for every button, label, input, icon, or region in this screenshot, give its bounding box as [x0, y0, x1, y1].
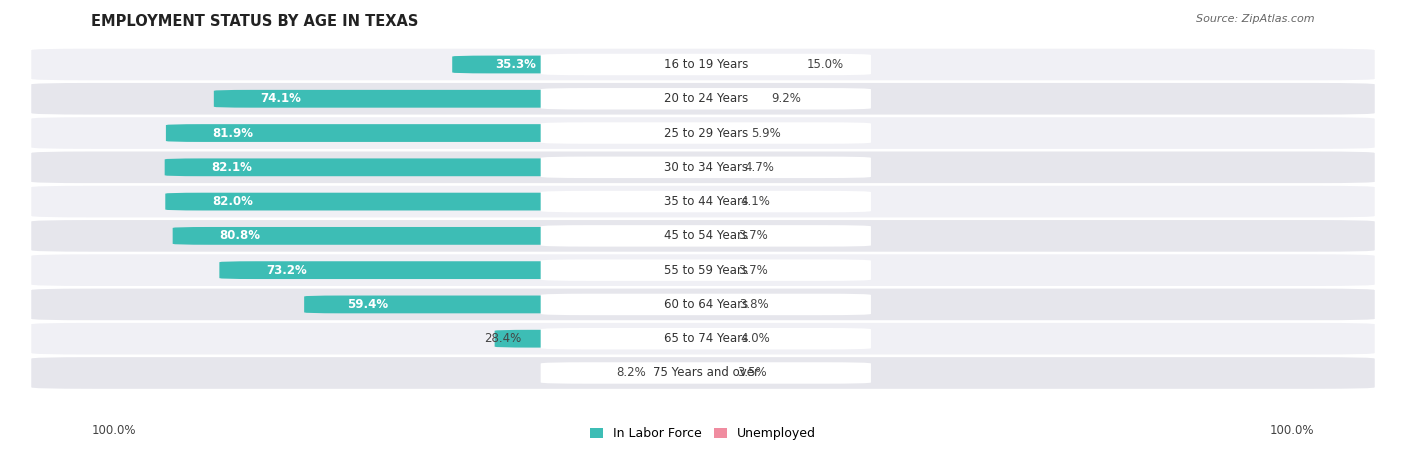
FancyBboxPatch shape — [669, 227, 765, 245]
FancyBboxPatch shape — [219, 261, 742, 279]
Text: 59.4%: 59.4% — [347, 298, 388, 311]
Text: Source: ZipAtlas.com: Source: ZipAtlas.com — [1197, 14, 1315, 23]
Text: 4.1%: 4.1% — [741, 195, 770, 208]
Text: 82.1%: 82.1% — [211, 161, 252, 174]
Text: 35.3%: 35.3% — [495, 58, 536, 71]
Text: 100.0%: 100.0% — [91, 424, 136, 437]
Text: 73.2%: 73.2% — [266, 264, 307, 276]
FancyBboxPatch shape — [31, 322, 1376, 355]
Text: 30 to 34 Years: 30 to 34 Years — [664, 161, 748, 174]
FancyBboxPatch shape — [541, 191, 870, 212]
Text: 82.0%: 82.0% — [212, 195, 253, 208]
Text: 4.0%: 4.0% — [740, 332, 769, 345]
FancyBboxPatch shape — [541, 122, 870, 144]
FancyBboxPatch shape — [31, 253, 1376, 287]
FancyBboxPatch shape — [173, 227, 742, 245]
Text: 4.7%: 4.7% — [744, 161, 775, 174]
FancyBboxPatch shape — [541, 225, 870, 247]
Text: EMPLOYMENT STATUS BY AGE IN TEXAS: EMPLOYMENT STATUS BY AGE IN TEXAS — [91, 14, 419, 28]
Text: 65 to 74 Years: 65 to 74 Years — [664, 332, 748, 345]
Text: 3.7%: 3.7% — [738, 264, 768, 276]
Text: 25 to 29 Years: 25 to 29 Years — [664, 127, 748, 139]
FancyBboxPatch shape — [669, 193, 768, 211]
FancyBboxPatch shape — [31, 356, 1376, 390]
Text: 28.4%: 28.4% — [484, 332, 522, 345]
Text: 3.5%: 3.5% — [737, 367, 766, 379]
FancyBboxPatch shape — [541, 156, 870, 178]
FancyBboxPatch shape — [669, 295, 766, 313]
Text: 16 to 19 Years: 16 to 19 Years — [664, 58, 748, 71]
FancyBboxPatch shape — [541, 294, 870, 315]
FancyBboxPatch shape — [541, 88, 870, 110]
FancyBboxPatch shape — [214, 90, 742, 108]
FancyBboxPatch shape — [165, 158, 742, 176]
FancyBboxPatch shape — [31, 82, 1376, 115]
Text: 55 to 59 Years: 55 to 59 Years — [664, 264, 748, 276]
Legend: In Labor Force, Unemployed: In Labor Force, Unemployed — [591, 427, 815, 440]
Text: 15.0%: 15.0% — [807, 58, 844, 71]
Text: 35 to 44 Years: 35 to 44 Years — [664, 195, 748, 208]
FancyBboxPatch shape — [669, 124, 779, 142]
FancyBboxPatch shape — [541, 362, 870, 384]
Text: 100.0%: 100.0% — [1270, 424, 1315, 437]
Text: 8.2%: 8.2% — [616, 367, 645, 379]
Text: 3.8%: 3.8% — [738, 298, 768, 311]
Text: 20 to 24 Years: 20 to 24 Years — [664, 92, 748, 105]
FancyBboxPatch shape — [669, 158, 770, 176]
Text: 75 Years and over: 75 Years and over — [652, 367, 759, 379]
FancyBboxPatch shape — [31, 116, 1376, 150]
Text: 5.9%: 5.9% — [752, 127, 782, 139]
Text: 81.9%: 81.9% — [212, 127, 253, 139]
FancyBboxPatch shape — [541, 54, 870, 75]
FancyBboxPatch shape — [31, 185, 1376, 218]
FancyBboxPatch shape — [31, 48, 1376, 81]
Text: 45 to 54 Years: 45 to 54 Years — [664, 230, 748, 242]
FancyBboxPatch shape — [166, 193, 742, 211]
FancyBboxPatch shape — [31, 288, 1376, 321]
FancyBboxPatch shape — [31, 219, 1376, 253]
FancyBboxPatch shape — [495, 330, 742, 348]
FancyBboxPatch shape — [453, 55, 742, 74]
FancyBboxPatch shape — [619, 364, 742, 382]
FancyBboxPatch shape — [669, 261, 765, 279]
Text: 80.8%: 80.8% — [219, 230, 260, 242]
FancyBboxPatch shape — [541, 259, 870, 281]
Text: 3.7%: 3.7% — [738, 230, 768, 242]
FancyBboxPatch shape — [541, 328, 870, 350]
FancyBboxPatch shape — [166, 124, 742, 142]
FancyBboxPatch shape — [31, 151, 1376, 184]
FancyBboxPatch shape — [669, 364, 763, 382]
Text: 60 to 64 Years: 60 to 64 Years — [664, 298, 748, 311]
FancyBboxPatch shape — [304, 295, 742, 313]
FancyBboxPatch shape — [669, 55, 834, 74]
Text: 74.1%: 74.1% — [260, 92, 301, 105]
FancyBboxPatch shape — [669, 90, 799, 108]
FancyBboxPatch shape — [669, 330, 766, 348]
Text: 9.2%: 9.2% — [772, 92, 801, 105]
